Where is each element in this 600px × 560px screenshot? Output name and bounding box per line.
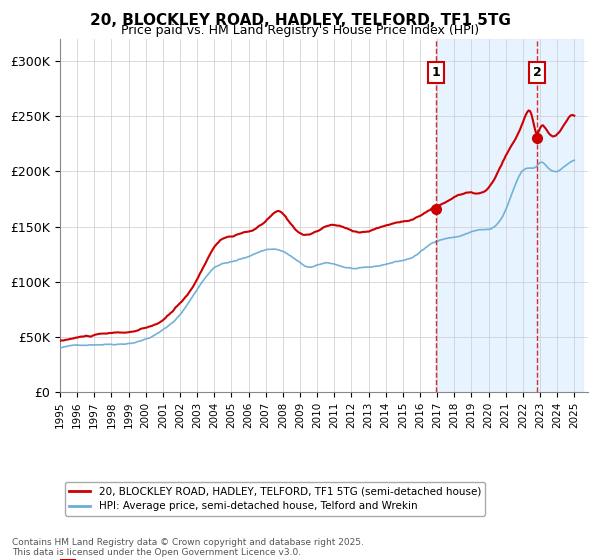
Bar bbox=[436, 39, 583, 392]
Text: 2: 2 bbox=[533, 66, 541, 79]
Text: Price paid vs. HM Land Registry's House Price Index (HPI): Price paid vs. HM Land Registry's House … bbox=[121, 24, 479, 37]
Text: Contains HM Land Registry data © Crown copyright and database right 2025.
This d: Contains HM Land Registry data © Crown c… bbox=[12, 538, 364, 557]
Text: 1: 1 bbox=[432, 66, 440, 79]
Text: 20, BLOCKLEY ROAD, HADLEY, TELFORD, TF1 5TG: 20, BLOCKLEY ROAD, HADLEY, TELFORD, TF1 … bbox=[89, 13, 511, 28]
Legend: 20, BLOCKLEY ROAD, HADLEY, TELFORD, TF1 5TG (semi-detached house), HPI: Average : 20, BLOCKLEY ROAD, HADLEY, TELFORD, TF1 … bbox=[65, 482, 485, 516]
